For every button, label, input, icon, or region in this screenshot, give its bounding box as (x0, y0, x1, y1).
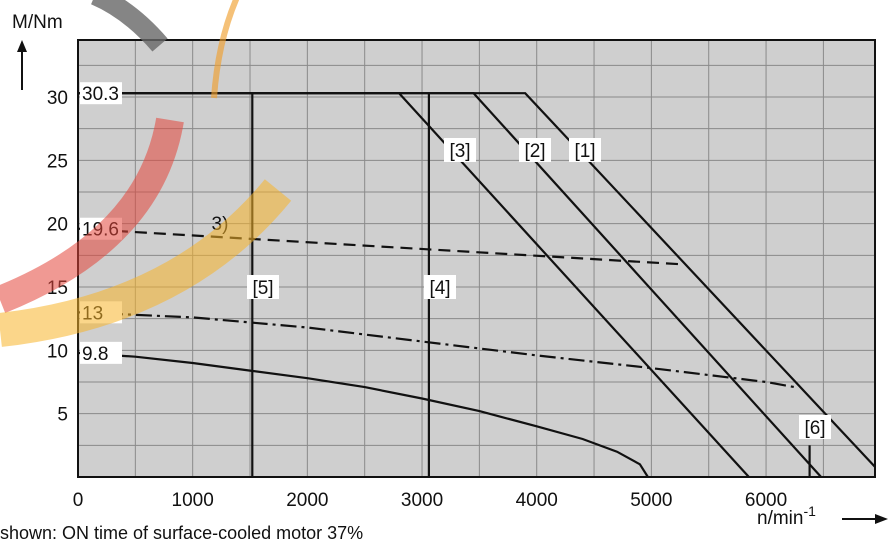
y-tick-label: 5 (57, 405, 68, 426)
swoosh-orange-thin (211, 0, 240, 99)
curve-label: [2] (524, 141, 545, 162)
x-tick-label: 2000 (286, 490, 328, 511)
y-tick-label: 20 (47, 215, 68, 236)
x-axis-label-base: n/min (757, 508, 803, 529)
torque-mark-bg (80, 341, 122, 364)
x-axis-label: n/min-1 (757, 503, 816, 529)
series-line-6 (77, 227, 681, 266)
curve-label-bg (799, 415, 831, 439)
curve-label: [4] (429, 278, 450, 299)
torque-mark-label: 30.3 (82, 84, 119, 105)
curve-label-bg (569, 138, 601, 162)
curve-label-bg (444, 138, 476, 162)
x-axis-label-exp: -1 (803, 503, 816, 519)
swoosh-yellow (0, 179, 292, 347)
x-axis-arrow-head (875, 514, 888, 524)
torque-mark-label: 9.8 (82, 344, 108, 365)
x-tick-label: 5000 (630, 490, 672, 511)
footnote: shown: ON time of surface-cooled motor 3… (0, 523, 364, 543)
swoosh-gray (90, 0, 168, 52)
curve-label: [6] (804, 418, 825, 439)
y-tick-label: 30 (47, 88, 68, 109)
y-tick-label: 10 (47, 341, 68, 362)
y-axis-label: M/Nm (12, 12, 63, 33)
series-line-7 (77, 311, 795, 389)
decorative-swooshes (0, 0, 292, 347)
series-line-8 (77, 351, 649, 478)
curve-label-bg (424, 275, 456, 299)
series-line-2 (78, 92, 750, 478)
curve-label-bg (247, 275, 279, 299)
y-axis-arrow-head (17, 40, 27, 52)
x-tick-label: 4000 (516, 490, 558, 511)
x-tick-label: 6000 (745, 490, 787, 511)
y-tick-label: 25 (47, 151, 68, 172)
curve-label: [5] (252, 278, 273, 299)
torque-mark-bg (80, 82, 122, 105)
x-tick-label: 3000 (401, 490, 443, 511)
curve-label: [1] (574, 141, 595, 162)
curve-label: [3] (449, 141, 470, 162)
x-tick-label: 0 (73, 490, 84, 511)
x-tick-label: 1000 (172, 490, 214, 511)
swoosh-red (0, 117, 184, 313)
curve-label-bg (519, 138, 551, 162)
